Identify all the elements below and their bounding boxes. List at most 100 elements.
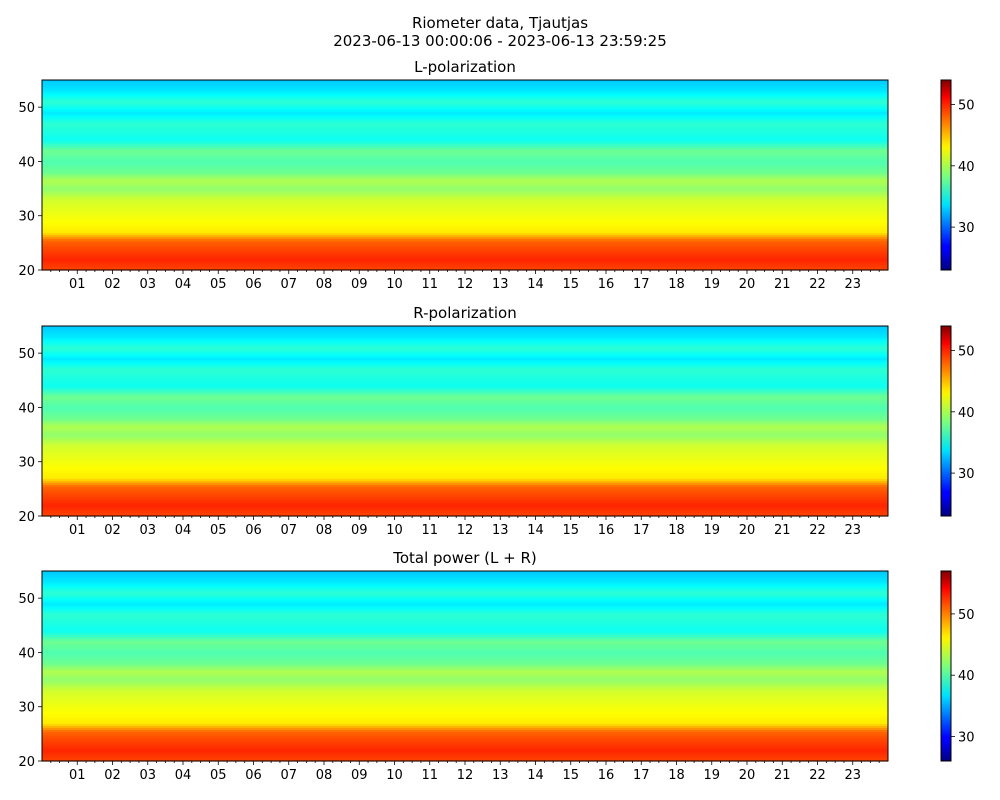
x-tick-label: 03 [139, 523, 156, 538]
heatmap-band [42, 165, 888, 168]
x-tick-label: 12 [457, 768, 474, 783]
heatmap-band [42, 717, 888, 721]
heatmap-band [42, 448, 888, 452]
colorbar-tick-label: 40 [958, 669, 975, 684]
heatmap-band [42, 660, 888, 663]
heatmap-band [42, 190, 888, 194]
heatmap-band [42, 494, 888, 497]
heatmap-band [42, 751, 888, 754]
heatmap-band [42, 510, 888, 513]
x-tick-label: 14 [527, 523, 544, 538]
heatmap-band [42, 474, 888, 478]
heatmap-band [42, 103, 888, 107]
heatmap-band [42, 576, 888, 580]
heatmap-band [42, 216, 888, 220]
heatmap-band [42, 367, 888, 371]
heatmap-band [42, 671, 888, 675]
x-tick-label: 05 [210, 523, 227, 538]
x-tick-label: 17 [633, 277, 650, 292]
y-tick-label: 30 [18, 210, 35, 225]
x-tick-label: 06 [245, 523, 262, 538]
x-tick-label: 18 [668, 768, 685, 783]
heatmap-band [42, 242, 888, 245]
heatmap-band [42, 391, 888, 394]
heatmap-band [42, 250, 888, 253]
colorbar-tick-label: 30 [958, 730, 975, 745]
colorbar-tick-label: 50 [958, 608, 975, 623]
heatmap-band [42, 131, 888, 135]
heatmap-band [42, 212, 888, 216]
heatmap-band [42, 472, 888, 476]
heatmap-band [42, 654, 888, 657]
x-tick-label: 07 [280, 768, 297, 783]
heatmap-band [42, 492, 888, 495]
heatmap-band [42, 369, 888, 373]
heatmap-band [42, 375, 888, 379]
heatmap-band [42, 685, 888, 689]
heatmap-band [42, 161, 888, 164]
heatmap-band [42, 395, 888, 398]
colorbar: 30 40 50 [940, 325, 975, 517]
x-tick-label: 13 [492, 523, 509, 538]
colorbar-scale [940, 79, 952, 271]
heatmap-band [42, 709, 888, 713]
heatmap-band [42, 83, 888, 87]
heatmap-band [42, 757, 888, 760]
heatmap-band [42, 399, 888, 402]
heatmap-band [42, 182, 888, 186]
y-tick-label: 50 [18, 347, 35, 362]
heatmap-band [42, 749, 888, 752]
x-tick-label: 16 [598, 768, 615, 783]
heatmap-band [42, 91, 888, 95]
heatmap-band [42, 232, 888, 235]
heatmap-band [42, 430, 888, 434]
heatmap-band [42, 452, 888, 456]
heatmap-band [42, 745, 888, 748]
x-tick-label: 09 [351, 768, 368, 783]
heatmap-band [42, 602, 888, 606]
x-tick-label: 16 [598, 277, 615, 292]
heatmap-band [42, 335, 888, 339]
heatmap-band [42, 598, 888, 602]
heatmap-band [42, 238, 888, 241]
heatmap-band [42, 184, 888, 188]
heatmap-band [42, 266, 888, 269]
heatmap-band [42, 222, 888, 226]
heatmap-band [42, 163, 888, 166]
x-tick-label: 20 [739, 768, 756, 783]
heatmap-band [42, 365, 888, 369]
heatmap-band [42, 502, 888, 505]
heatmap-band [42, 681, 888, 685]
heatmap-band [42, 612, 888, 616]
heatmap-band [42, 258, 888, 261]
y-tick-label: 50 [18, 101, 35, 116]
heatmap-band [42, 139, 888, 142]
heatmap-band [42, 446, 888, 450]
heatmap-band [42, 628, 888, 631]
heatmap-band [42, 666, 888, 669]
heatmap-band [42, 135, 888, 138]
heatmap-band [42, 411, 888, 414]
colorbar-scale [940, 325, 952, 517]
heatmap-band [42, 626, 888, 629]
heatmap-image [42, 326, 888, 517]
heatmap-band [42, 640, 888, 643]
heatmap-band [42, 387, 888, 390]
x-tick-label: 11 [421, 768, 438, 783]
x-tick-label: 23 [844, 277, 861, 292]
figure-subtitle: 2023-06-13 00:00:06 - 2023-06-13 23:59:2… [333, 32, 667, 50]
y-tick-label: 50 [18, 592, 35, 607]
heatmap-band [42, 466, 888, 470]
heatmap-band [42, 733, 888, 736]
x-tick-label: 10 [386, 523, 403, 538]
heatmap-band [42, 646, 888, 649]
heatmap-band [42, 594, 888, 598]
y-tick-label: 30 [18, 456, 35, 471]
heatmap-band [42, 669, 888, 673]
heatmap-band [42, 97, 888, 101]
heatmap-band [42, 260, 888, 263]
colorbar-tick-label: 40 [958, 160, 975, 175]
heatmap-band [42, 226, 888, 230]
heatmap-band [42, 329, 888, 333]
y-tick-label: 20 [18, 264, 35, 279]
